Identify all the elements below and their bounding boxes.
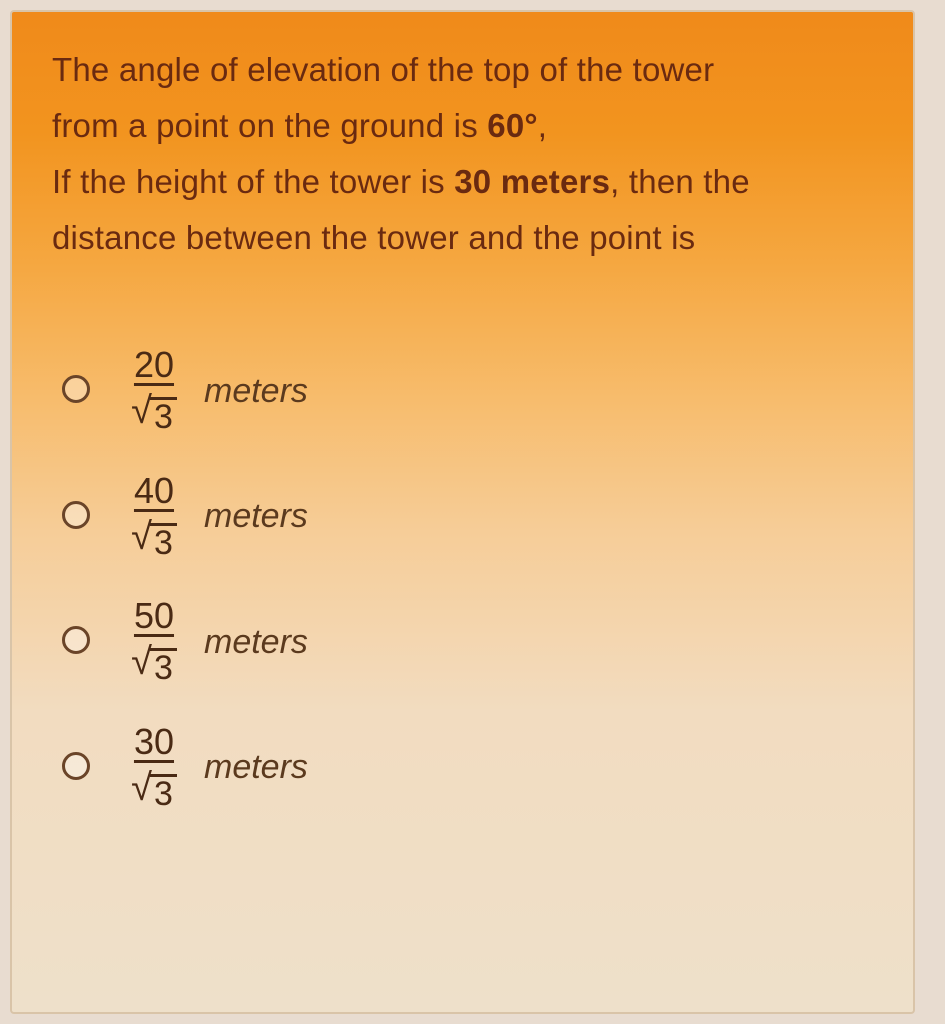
denominator-b: √ 3 [131, 512, 177, 562]
option-b-value: 40 √ 3 meters [120, 472, 308, 561]
option-b[interactable]: 40 √ 3 meters [62, 472, 873, 561]
q2b-angle: 60° [487, 107, 538, 144]
question-line-4: distance between the tower and the point… [52, 210, 873, 266]
option-d-value: 30 √ 3 meters [120, 723, 308, 812]
q2a: from a point on the ground is [52, 107, 487, 144]
q3a: If the height of the tower is [52, 163, 454, 200]
radicand-a: 3 [150, 397, 177, 436]
q3c: , then the [610, 163, 750, 200]
radio-a[interactable] [62, 375, 90, 403]
unit-c: meters [204, 623, 308, 662]
fraction-a: 20 √ 3 [120, 346, 188, 435]
option-a[interactable]: 20 √ 3 meters [62, 346, 873, 435]
quiz-card: The angle of elevation of the top of the… [10, 10, 915, 1014]
options-list: 20 √ 3 meters 40 [52, 346, 873, 812]
unit-b: meters [204, 497, 308, 536]
question-line-2: from a point on the ground is 60°, [52, 98, 873, 154]
unit-d: meters [204, 748, 308, 787]
fraction-c: 50 √ 3 [120, 597, 188, 686]
radical-icon: √ [131, 520, 152, 554]
radicand-d: 3 [150, 774, 177, 813]
sqrt-b: √ 3 [131, 520, 177, 562]
q2c: , [538, 107, 547, 144]
radical-icon: √ [131, 645, 152, 679]
unit-a: meters [204, 372, 308, 411]
radical-icon: √ [131, 771, 152, 805]
option-a-value: 20 √ 3 meters [120, 346, 308, 435]
radio-c[interactable] [62, 626, 90, 654]
sqrt-d: √ 3 [131, 771, 177, 813]
numerator-b: 40 [130, 472, 178, 512]
fraction-d: 30 √ 3 [120, 723, 188, 812]
numerator-a: 20 [130, 346, 178, 386]
denominator-d: √ 3 [131, 763, 177, 813]
radio-d[interactable] [62, 752, 90, 780]
numerator-c: 50 [130, 597, 178, 637]
radical-icon: √ [131, 394, 152, 428]
denominator-a: √ 3 [131, 386, 177, 436]
page-background: The angle of elevation of the top of the… [0, 0, 945, 1024]
question-line-3: If the height of the tower is 30 meters,… [52, 154, 873, 210]
question-line-1: The angle of elevation of the top of the… [52, 42, 873, 98]
radicand-b: 3 [150, 523, 177, 562]
fraction-b: 40 √ 3 [120, 472, 188, 561]
denominator-c: √ 3 [131, 637, 177, 687]
numerator-d: 30 [130, 723, 178, 763]
radicand-c: 3 [150, 648, 177, 687]
question-text: The angle of elevation of the top of the… [52, 42, 873, 266]
option-c[interactable]: 50 √ 3 meters [62, 597, 873, 686]
option-c-value: 50 √ 3 meters [120, 597, 308, 686]
sqrt-a: √ 3 [131, 394, 177, 436]
sqrt-c: √ 3 [131, 645, 177, 687]
radio-b[interactable] [62, 501, 90, 529]
q3b-height: 30 meters [454, 163, 610, 200]
option-d[interactable]: 30 √ 3 meters [62, 723, 873, 812]
